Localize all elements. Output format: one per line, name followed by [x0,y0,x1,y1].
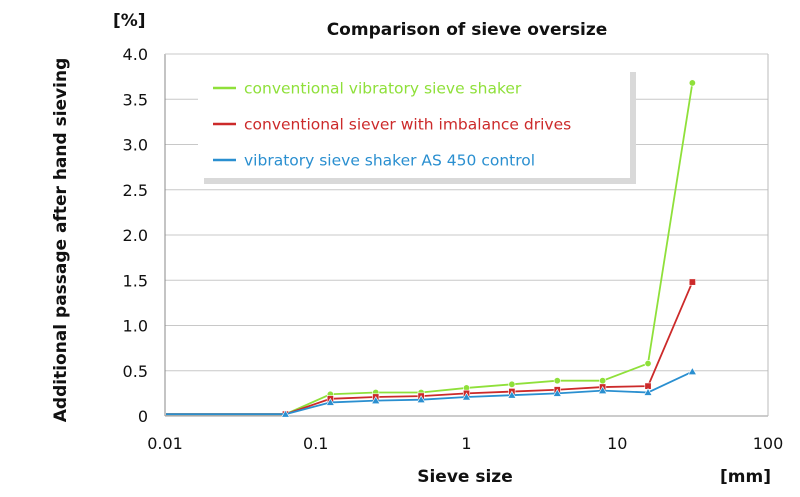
x-tick-label: 1 [461,434,471,453]
y-tick-label: 4.0 [123,45,148,64]
data-point [508,380,516,388]
y-unit-label: [%] [113,11,146,31]
x-unit-label: [mm] [720,467,771,487]
legend: conventional vibratory sieve shaker conve… [198,66,636,184]
series-line [166,281,694,416]
tick-labels: 0 0.5 1.0 1.5 2.0 2.5 3.0 3.5 4.0 0.01 0.1 1 10 100 [123,45,784,453]
y-tick-label: 3.0 [123,136,148,155]
y-tick-label: 0 [138,407,148,426]
data-point [507,390,517,399]
data-point [599,377,607,385]
y-axis-label: Additional passage after hand sieving [51,58,71,423]
y-tick-label: 0.5 [123,362,148,381]
series-line [166,370,693,416]
data-point [325,397,335,406]
y-tick-label: 1.5 [123,271,148,290]
data-point [688,278,696,286]
x-tick-label: 100 [753,434,784,453]
legend-entry: conventional siever with imbalance drive… [244,116,571,134]
y-tick-label: 2.0 [123,226,148,245]
chart-title: Comparison of sieve oversize [327,20,608,40]
data-point [371,396,381,404]
data-point [416,395,426,404]
legend-entry: conventional vibratory sieve shaker [244,80,522,98]
x-tick-label: 0.01 [147,434,183,453]
data-point [644,360,652,368]
series-3 [166,367,697,418]
data-point [280,409,291,418]
legend-box [198,66,630,178]
data-point [688,79,696,87]
y-tick-label: 2.5 [123,181,148,200]
legend-entry: vibratory sieve shaker AS 450 control [244,152,535,170]
data-point [687,367,697,375]
x-tick-label: 10 [607,434,627,453]
data-point [598,386,608,394]
data-point [553,377,561,385]
x-tick-label: 0.1 [303,434,328,453]
series-2 [166,278,696,418]
series-layer [166,79,697,418]
data-point [461,392,472,401]
y-tick-label: 3.5 [123,90,148,109]
data-point [552,388,562,397]
x-axis-label: Sieve size [417,467,513,487]
y-tick-label: 1.0 [123,317,148,336]
data-point [643,387,653,396]
axes [164,53,769,416]
